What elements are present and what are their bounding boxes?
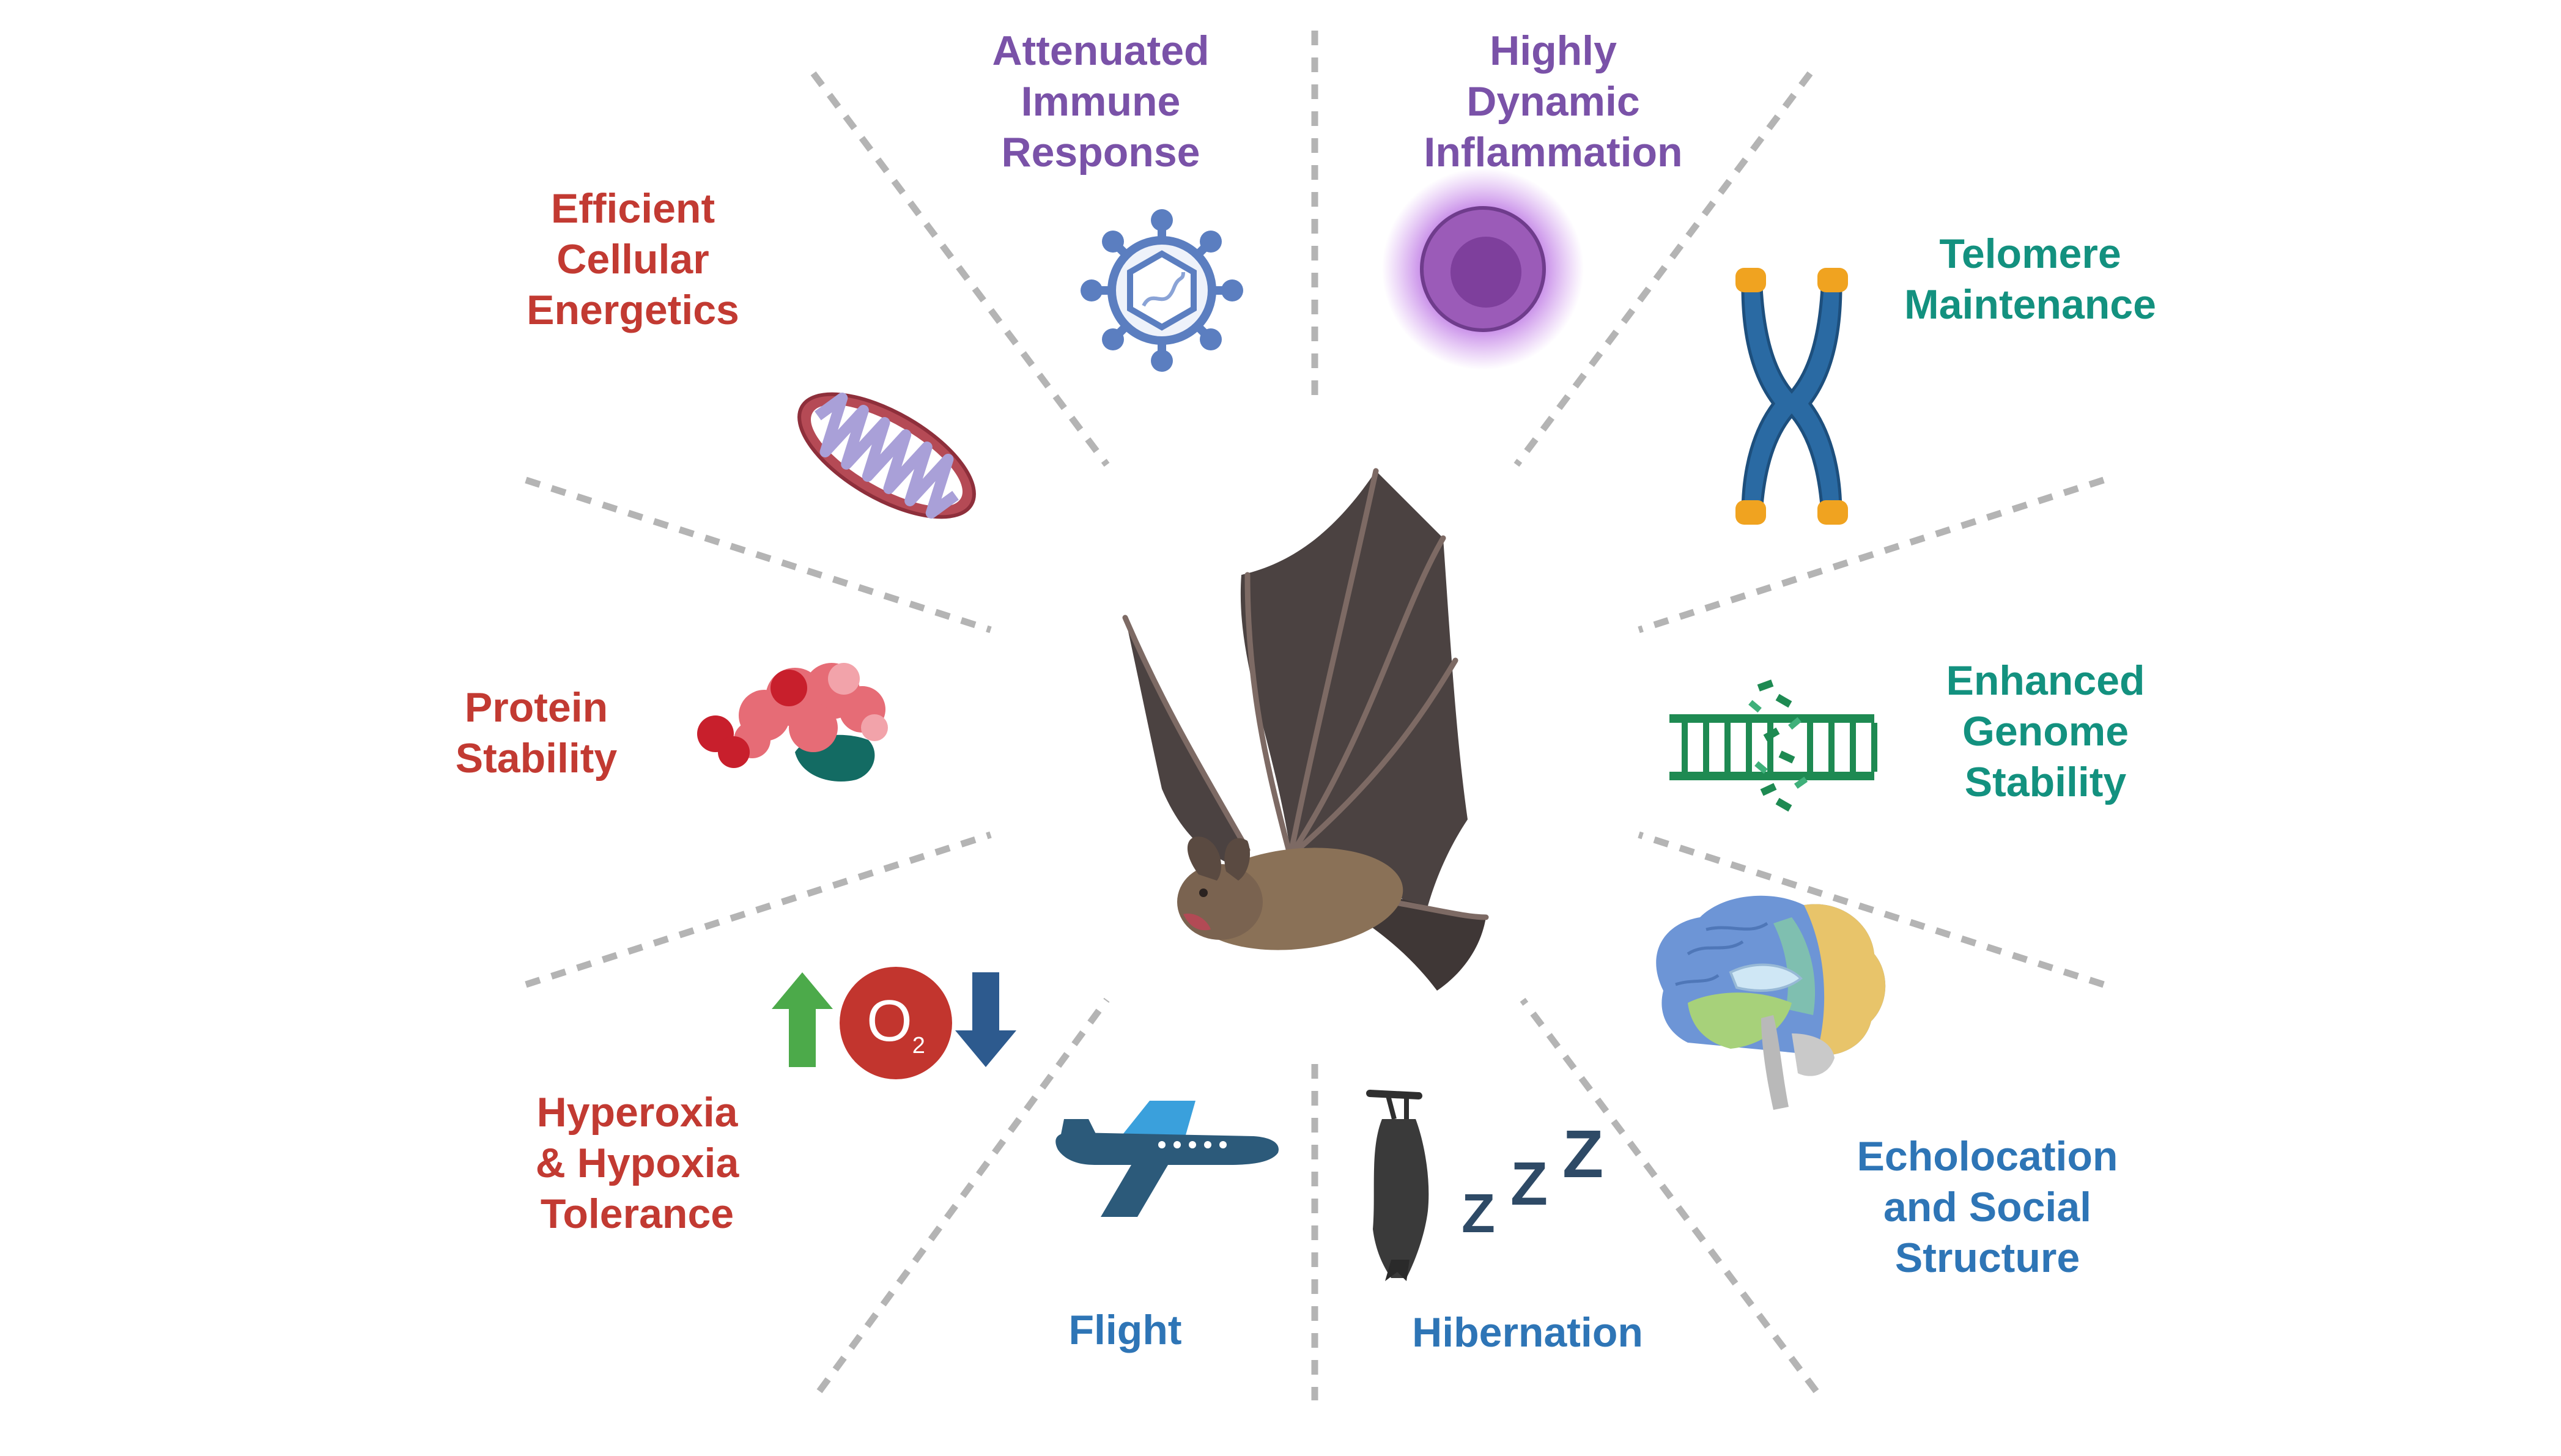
label-hibernation: Hibernation (1412, 1309, 1643, 1356)
svg-text:Z: Z (1562, 1117, 1603, 1192)
label-enhanced-genome-stability: Enhanced Genome Stability (1946, 657, 2145, 805)
svg-text:Z: Z (1510, 1150, 1548, 1218)
divider-line (1520, 997, 1819, 1394)
label-flight: Flight (1068, 1307, 1182, 1353)
label-attenuated-immune-response: Attenuated Immune Response (992, 28, 1210, 176)
divider-line (525, 476, 992, 634)
divider-line (1638, 476, 2105, 634)
label-highly-dynamic-inflammation: Highly Dynamic Inflammation (1424, 28, 1683, 176)
label-telomere-maintenance: Telomere Maintenance (1904, 231, 2156, 328)
label-echolocation-and-social-structure: Echolocation and Social Structure (1857, 1133, 2118, 1281)
divider-line (525, 831, 992, 988)
divider-line (810, 71, 1110, 467)
divider-line (1513, 71, 1813, 467)
o2-symbol-subscript: 2 (912, 1033, 925, 1059)
o2-symbol-text: O (867, 988, 912, 1054)
divider-line (816, 997, 1110, 1394)
label-hyperoxia-hypoxia-tolerance: Hyperoxia & Hypoxia Tolerance (535, 1089, 739, 1237)
divider-line (1638, 831, 2105, 988)
label-protein-stability: Protein Stability (455, 684, 618, 782)
svg-text:Z: Z (1462, 1183, 1495, 1244)
label-efficient-cellular-energetics: Efficient Cellular Energetics (527, 185, 739, 333)
o2-symbol: O2 (850, 988, 942, 1059)
